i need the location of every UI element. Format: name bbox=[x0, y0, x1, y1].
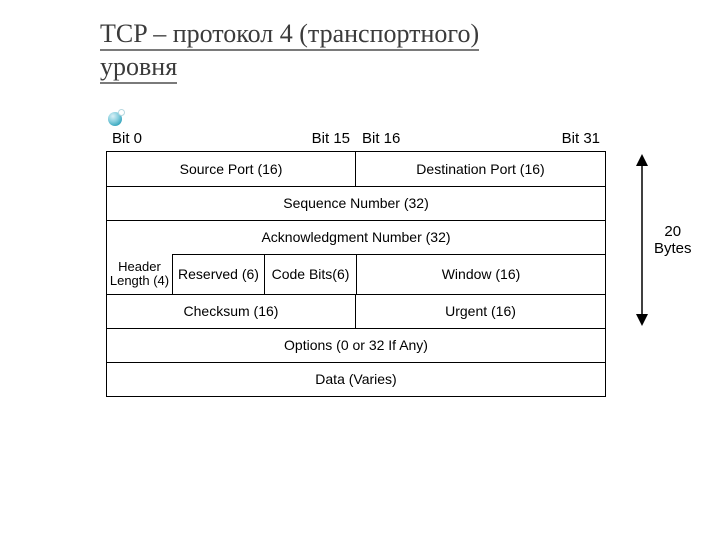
field-options: Options (0 or 32 If Any) bbox=[107, 329, 605, 362]
bit-15-label: Bit 15 bbox=[312, 130, 350, 147]
field-source-port: Source Port (16) bbox=[107, 152, 356, 186]
bit-0-label: Bit 0 bbox=[112, 130, 142, 147]
bracket-label: 20 Bytes bbox=[654, 223, 692, 258]
bit-31-label: Bit 31 bbox=[562, 130, 600, 147]
bracket-label-line2: Bytes bbox=[654, 240, 692, 257]
page-title: TCP – протокол 4 (транспортного) уровня bbox=[100, 18, 660, 83]
bit-16-label: Bit 16 bbox=[362, 130, 400, 147]
field-ack-number: Acknowledgment Number (32) bbox=[107, 221, 605, 254]
field-window: Window (16) bbox=[357, 254, 605, 294]
double-arrow-icon bbox=[632, 154, 652, 326]
field-header-length: Header Length (4) bbox=[107, 254, 173, 294]
title-line2: уровня bbox=[100, 52, 177, 81]
field-reserved: Reserved (6) bbox=[173, 254, 265, 294]
title-line1: TCP – протокол 4 (транспортного) bbox=[100, 19, 479, 48]
tcp-header-diagram: Bit 0 Bit 15 Bit 16 Bit 31 Source Port (… bbox=[106, 130, 624, 397]
bullet-icon bbox=[108, 112, 122, 126]
field-dest-port: Destination Port (16) bbox=[356, 152, 605, 186]
field-checksum: Checksum (16) bbox=[107, 295, 356, 328]
field-data: Data (Varies) bbox=[107, 363, 605, 396]
field-code-bits: Code Bits(6) bbox=[265, 254, 357, 294]
tcp-grid: Source Port (16) Destination Port (16) S… bbox=[106, 151, 606, 397]
field-sequence-number: Sequence Number (32) bbox=[107, 187, 605, 220]
field-urgent: Urgent (16) bbox=[356, 295, 605, 328]
header-size-bracket: 20 Bytes bbox=[632, 154, 692, 326]
bracket-label-line1: 20 bbox=[664, 223, 681, 240]
bit-ruler: Bit 0 Bit 15 Bit 16 Bit 31 bbox=[106, 130, 606, 147]
